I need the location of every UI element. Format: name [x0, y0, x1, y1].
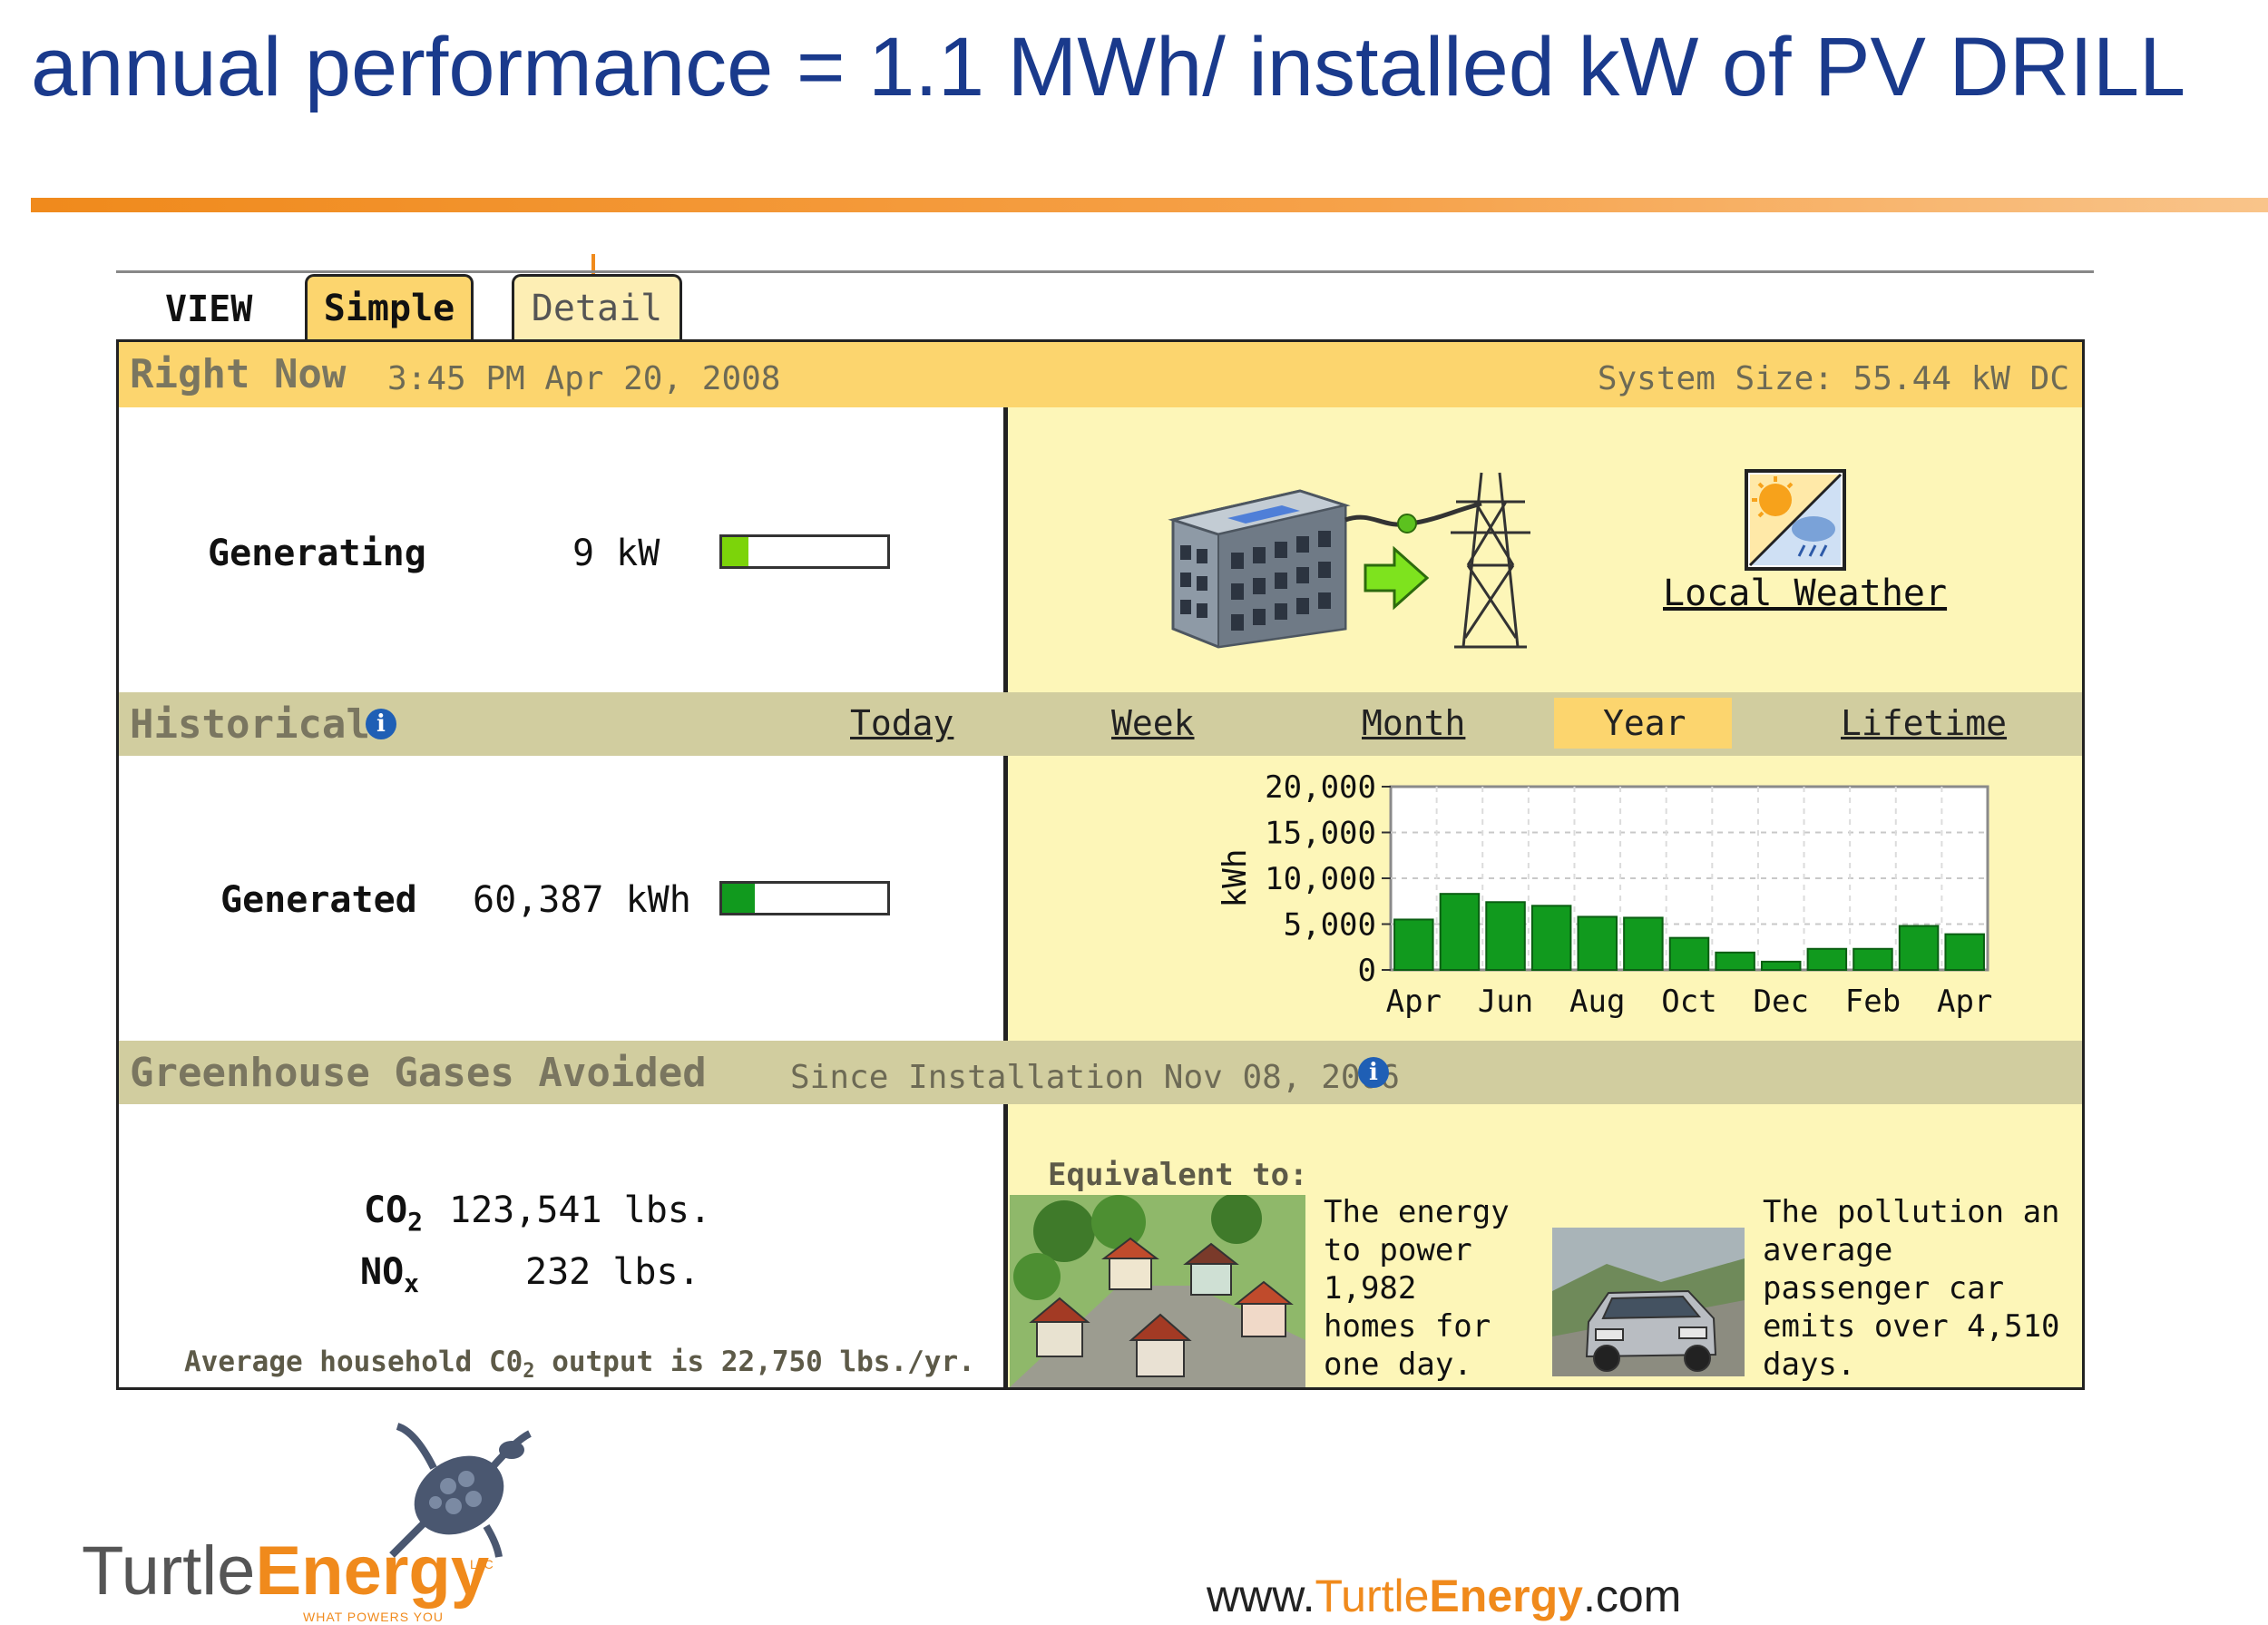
- year-tab-highlight: [1554, 698, 1732, 749]
- power-pylon-icon: [1451, 472, 1530, 649]
- tick-mark: [591, 254, 595, 274]
- generated-meter-fill: [722, 884, 756, 913]
- chart-xtick-label: Oct: [1661, 984, 1716, 1020]
- logo-tagline: WHAT POWERS YOU: [303, 1610, 445, 1624]
- chart-bar: [1439, 893, 1481, 971]
- logo-turtle-text: Turtle: [82, 1532, 256, 1610]
- chart-xtick-label: Dec: [1754, 984, 1809, 1020]
- household-note-subscript: 2: [523, 1360, 535, 1384]
- chart-bar: [1715, 951, 1755, 971]
- chart-xtick-label: Apr: [1937, 984, 1992, 1020]
- generating-value: 9 kW: [572, 533, 660, 574]
- household-note-suffix: output is 22,750 lbs./yr.: [534, 1346, 975, 1378]
- co2-value: 123,541 lbs.: [449, 1189, 711, 1231]
- co2-subscript: 2: [407, 1207, 424, 1237]
- nox-label-text: NO: [360, 1251, 405, 1293]
- tab-month[interactable]: Month: [1362, 703, 1466, 743]
- chart-xtick-label: Aug: [1569, 984, 1625, 1020]
- equivalent-label: Equivalent to:: [1048, 1157, 1308, 1193]
- divider-historical: [1003, 756, 1008, 1041]
- footer-url[interactable]: www.TurtleEnergy.com: [1207, 1570, 1681, 1622]
- tab-lifetime[interactable]: Lifetime: [1841, 703, 2008, 743]
- url-suffix: .com: [1582, 1571, 1682, 1621]
- chart-ytick-label: 10,000: [1265, 861, 1376, 897]
- system-size: System Size: 55.44 kW DC: [1597, 360, 2069, 397]
- nox-value: 232 lbs.: [525, 1251, 700, 1293]
- view-label: VIEW: [165, 289, 253, 330]
- chart-bar: [1944, 933, 1985, 971]
- chart-bar: [1577, 915, 1618, 971]
- household-note-prefix: Average household C0: [184, 1346, 523, 1378]
- footer-logo-wordmark: TurtleEnergy: [82, 1532, 489, 1610]
- chart-ylabel: kWh: [1217, 848, 1254, 907]
- chart-ytick-label: 15,000: [1265, 816, 1376, 852]
- slide-title: annual performance = 1.1 MWh/ installed …: [31, 21, 2186, 113]
- generated-meter: [719, 881, 890, 915]
- chart-xtick-label: Feb: [1845, 984, 1901, 1020]
- url-energy: Energy: [1429, 1571, 1583, 1621]
- chart-bar: [1760, 960, 1802, 972]
- nox-subscript: x: [404, 1268, 420, 1298]
- tab-week[interactable]: Week: [1111, 703, 1195, 743]
- url-prefix: www.: [1207, 1571, 1315, 1621]
- weather-icon[interactable]: [1745, 469, 1846, 571]
- household-note: Average household C02 output is 22,750 l…: [184, 1346, 975, 1383]
- url-turtle: Turtle: [1315, 1571, 1430, 1621]
- building-grid-illustration: [1168, 472, 1530, 649]
- generating-label: Generating: [208, 533, 426, 574]
- chart-ytick-label: 5,000: [1284, 907, 1376, 944]
- generated-label: Generated: [220, 879, 417, 921]
- turtle-logo-icon: [389, 1423, 532, 1558]
- chart-xtick-label: Jun: [1478, 984, 1533, 1020]
- car-icon: [1552, 1228, 1745, 1376]
- chart-xtick-label: Apr: [1386, 984, 1442, 1020]
- chart-ytick-label: 20,000: [1265, 769, 1376, 806]
- chart-bar: [1485, 901, 1526, 971]
- tab-year[interactable]: Year: [1603, 703, 1686, 743]
- ghg-title: Greenhouse Gases Avoided: [130, 1050, 707, 1096]
- generating-meter-fill: [722, 537, 749, 566]
- divider-ghg: [1003, 1104, 1008, 1387]
- car-text: The pollution an average passenger car e…: [1763, 1194, 2060, 1383]
- right-now-title: Right Now: [130, 351, 347, 397]
- arrow-icon: [1364, 545, 1430, 611]
- chart-ytick-label: 0: [1358, 953, 1376, 989]
- ghg-info-icon[interactable]: i: [1358, 1057, 1389, 1088]
- chart-bar: [1898, 925, 1940, 972]
- logo-llc: LLC: [470, 1557, 494, 1571]
- right-now-header: Right Now 3:45 PM Apr 20, 2008 System Si…: [119, 342, 2082, 407]
- title-rule: [31, 198, 2268, 212]
- homes-text: The energy to power 1,982 homes for one …: [1324, 1194, 1510, 1383]
- local-weather-link[interactable]: Local Weather: [1663, 573, 1948, 614]
- tab-detail[interactable]: Detail: [512, 274, 682, 339]
- historical-info-icon[interactable]: i: [366, 709, 396, 739]
- generated-value: 60,387 kWh: [473, 879, 691, 921]
- ghg-header: Greenhouse Gases Avoided Since Installat…: [119, 1041, 2082, 1104]
- generating-meter: [719, 534, 890, 569]
- logo-energy-text: Energy: [255, 1532, 490, 1610]
- co2-label: CO2: [364, 1189, 423, 1237]
- year-bar-chart: 20,000 15,000 10,000 5,000 0 kWh Apr Jun Aug Oct D…: [1217, 769, 1992, 1020]
- tab-today[interactable]: Today: [850, 703, 954, 743]
- divider-right-now: [1003, 407, 1008, 692]
- houses-icon: [1010, 1195, 1305, 1387]
- chart-bar: [1530, 905, 1572, 971]
- chart-bar: [1623, 916, 1664, 971]
- chart-bar: [1393, 918, 1434, 971]
- tab-simple[interactable]: Simple: [305, 274, 474, 339]
- dashboard-panel: Right Now 3:45 PM Apr 20, 2008 System Si…: [116, 339, 2085, 1390]
- tab-rule: [116, 270, 2094, 273]
- ghg-since: Since Installation Nov 08, 2006: [790, 1059, 1400, 1096]
- nox-label: NOx: [360, 1251, 419, 1298]
- co2-label-text: CO: [364, 1189, 408, 1231]
- right-now-timestamp: 3:45 PM Apr 20, 2008: [387, 360, 781, 397]
- chart-bar: [1806, 947, 1848, 972]
- historical-header: Historical i: [119, 692, 2082, 756]
- historical-title: Historical: [130, 701, 370, 748]
- chart-bar: [1668, 936, 1710, 971]
- chart-bar: [1853, 947, 1893, 972]
